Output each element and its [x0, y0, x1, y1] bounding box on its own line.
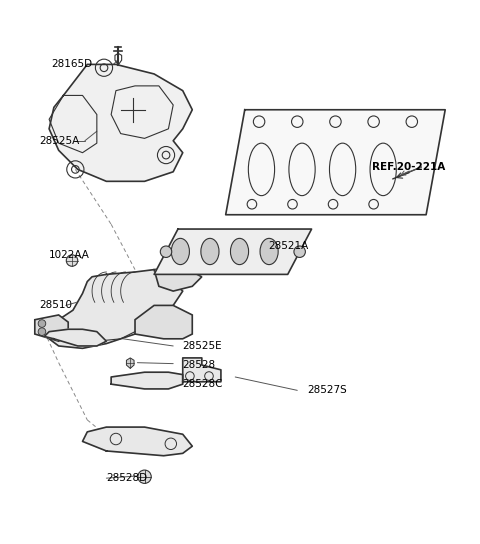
Ellipse shape: [230, 238, 249, 264]
Text: 1022AA: 1022AA: [49, 250, 90, 260]
Polygon shape: [111, 372, 183, 389]
Text: 28525E: 28525E: [183, 341, 222, 351]
Text: 28528: 28528: [183, 360, 216, 370]
Polygon shape: [126, 358, 134, 368]
Text: 28165D: 28165D: [51, 59, 92, 70]
Polygon shape: [226, 110, 445, 215]
Text: 28521A: 28521A: [269, 241, 309, 251]
Circle shape: [138, 470, 151, 484]
Polygon shape: [35, 315, 68, 341]
Circle shape: [38, 320, 46, 327]
Text: 28510: 28510: [39, 300, 72, 311]
Ellipse shape: [260, 238, 278, 264]
Polygon shape: [154, 229, 312, 274]
Polygon shape: [49, 64, 192, 181]
Text: 28527S: 28527S: [307, 385, 347, 395]
Circle shape: [160, 246, 172, 257]
Polygon shape: [135, 305, 192, 339]
Polygon shape: [44, 329, 107, 346]
Circle shape: [294, 246, 305, 257]
Polygon shape: [83, 427, 192, 456]
Ellipse shape: [171, 238, 190, 264]
Text: 28525A: 28525A: [39, 136, 80, 146]
Circle shape: [66, 255, 78, 266]
Polygon shape: [154, 267, 202, 291]
Polygon shape: [44, 270, 183, 348]
Text: 28528D: 28528D: [107, 473, 147, 483]
Text: REF.20-221A: REF.20-221A: [372, 162, 445, 172]
Polygon shape: [183, 358, 221, 382]
Circle shape: [38, 328, 46, 336]
Text: 28528C: 28528C: [183, 379, 223, 389]
Ellipse shape: [201, 238, 219, 264]
